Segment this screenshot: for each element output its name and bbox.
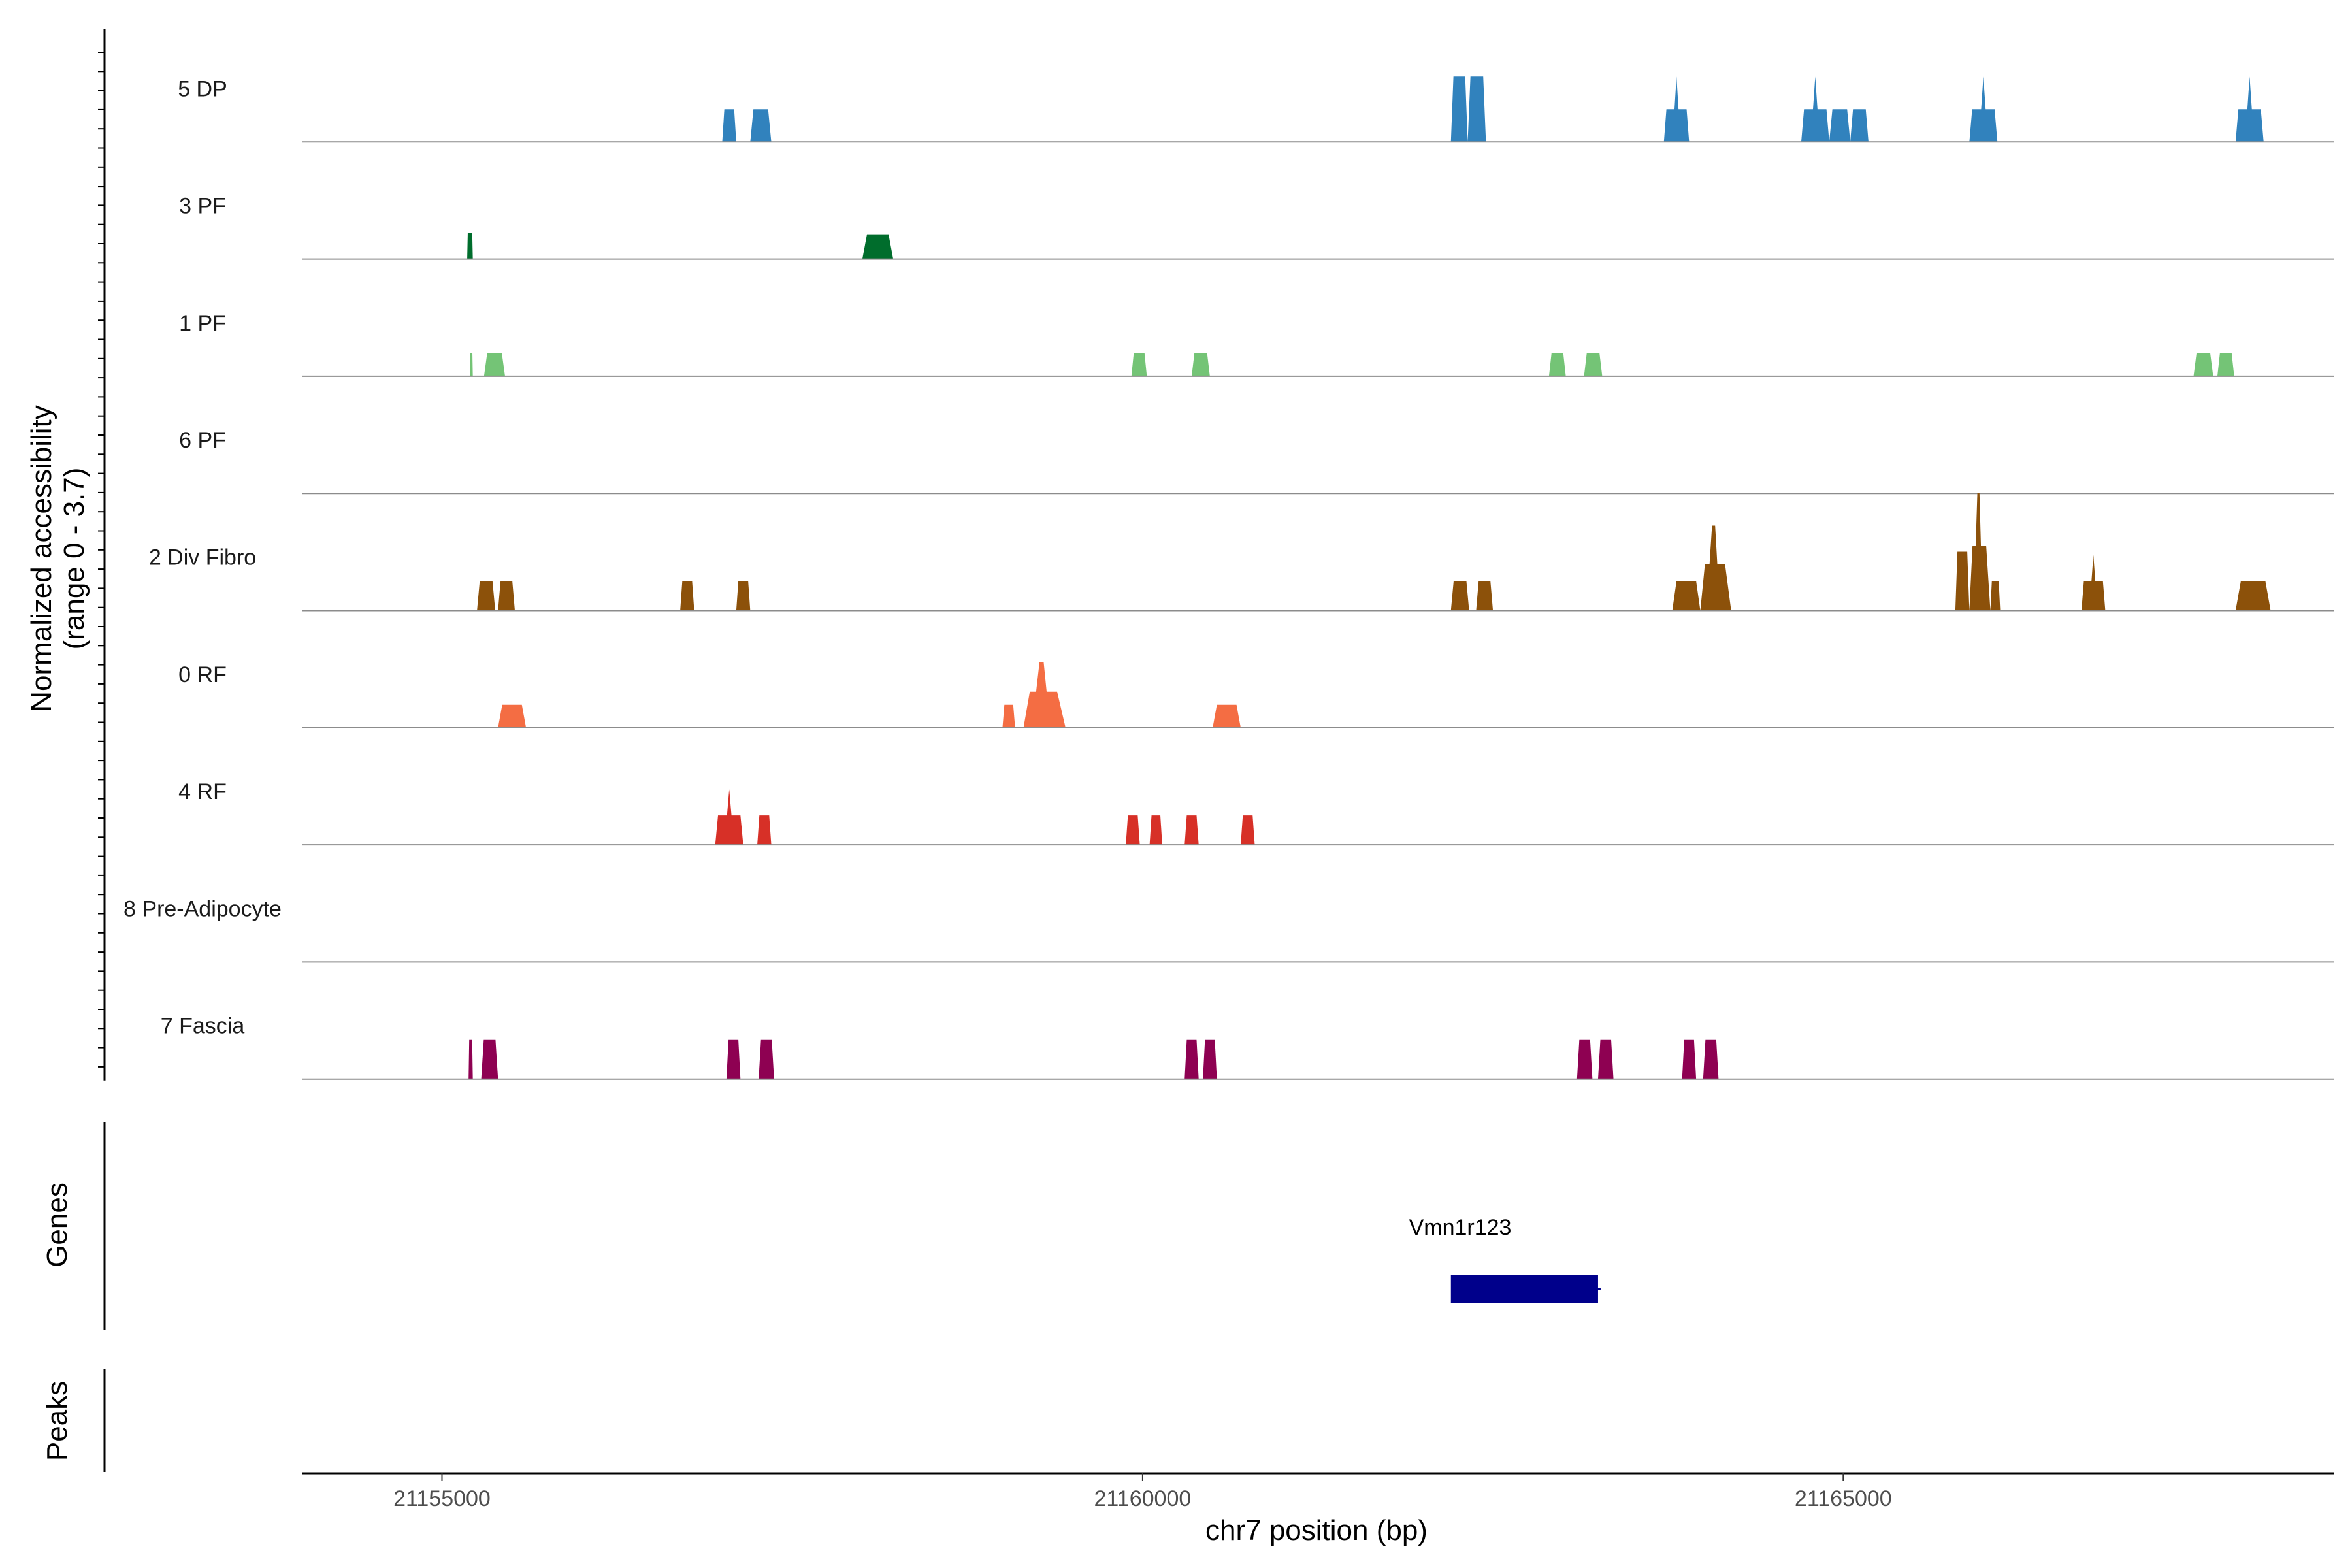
x-tick-label: 21155000 bbox=[393, 1486, 491, 1511]
peak-area bbox=[1467, 76, 1486, 142]
peak-area bbox=[1703, 1039, 1719, 1079]
y-axis-title: Normalized accessibility bbox=[25, 405, 57, 711]
peak-area bbox=[1191, 353, 1210, 376]
y-axis-range: (range 0 - 3.7) bbox=[58, 468, 90, 650]
peak-area bbox=[1241, 815, 1255, 845]
peak-area bbox=[1450, 76, 1468, 142]
track-label: 5 DP bbox=[178, 76, 227, 101]
peak-area bbox=[736, 581, 751, 611]
peak-area bbox=[759, 1039, 774, 1079]
peak-area bbox=[481, 1039, 498, 1079]
peak-area bbox=[715, 789, 743, 845]
peak-area bbox=[1584, 353, 1603, 376]
peak-area bbox=[1450, 581, 1469, 611]
peak-area bbox=[1576, 1039, 1593, 1079]
peak-area bbox=[1969, 76, 1998, 142]
track-label: 4 RF bbox=[178, 779, 227, 804]
track-label: 1 PF bbox=[179, 311, 226, 336]
peak-area bbox=[680, 581, 694, 611]
peak-area bbox=[2217, 353, 2234, 376]
peak-area bbox=[467, 233, 473, 259]
peak-area bbox=[1672, 581, 1701, 611]
peak-area bbox=[1023, 662, 1066, 728]
peak-area bbox=[1969, 493, 1991, 611]
peak-area bbox=[483, 353, 505, 376]
x-axis: 21155000 21160000 21165000 bbox=[302, 1472, 2334, 1511]
peak-area bbox=[1476, 581, 1494, 611]
track-0-rf: 0 RF bbox=[178, 662, 2334, 728]
peak-area bbox=[2235, 76, 2264, 142]
track-label: 0 RF bbox=[178, 662, 227, 687]
peak-area bbox=[1184, 1039, 1199, 1079]
peak-area bbox=[1955, 551, 1970, 611]
peak-area bbox=[1801, 76, 1829, 142]
peak-area bbox=[1829, 109, 1851, 142]
coverage-tracks: 5 DP 3 PF 1 PF 6 PF 2 Div Fibro 0 RF 4 RF 8 Pre… bbox=[123, 76, 2334, 1080]
track-label: 6 PF bbox=[179, 428, 226, 453]
track-2-div-fibro: 2 Div Fibro bbox=[149, 493, 2334, 612]
x-tick-label: 21160000 bbox=[1094, 1486, 1192, 1511]
peak-area bbox=[498, 581, 515, 611]
peak-area bbox=[757, 815, 772, 845]
peak-area bbox=[1548, 353, 1566, 376]
track-label: 2 Div Fibro bbox=[149, 546, 256, 570]
peak-area bbox=[1700, 525, 1731, 611]
peak-area bbox=[470, 353, 473, 376]
track-6-pf: 6 PF bbox=[179, 428, 2334, 495]
peak-area bbox=[726, 1039, 741, 1079]
gene-label: Vmn1r123 bbox=[1409, 1215, 1512, 1240]
peak-area bbox=[498, 704, 527, 728]
left-axis-group bbox=[98, 29, 106, 1472]
track-5-dp: 5 DP bbox=[178, 76, 2334, 143]
peak-area bbox=[1184, 815, 1199, 845]
track-8-pre-adipocyte: 8 Pre-Adipocyte bbox=[123, 896, 2334, 963]
peak-area bbox=[1203, 1039, 1217, 1079]
peaks-panel-title: Peaks bbox=[41, 1381, 73, 1461]
peak-area bbox=[468, 1039, 473, 1079]
peak-area bbox=[1131, 353, 1147, 376]
track-1-pf: 1 PF bbox=[179, 311, 2334, 377]
track-4-rf: 4 RF bbox=[178, 779, 2334, 846]
peak-area bbox=[2193, 353, 2213, 376]
track-7-fascia: 7 Fascia bbox=[161, 1014, 2334, 1080]
peak-area bbox=[750, 109, 772, 142]
track-label: 8 Pre-Adipocyte bbox=[123, 896, 282, 921]
peak-area bbox=[1682, 1039, 1697, 1079]
peak-area bbox=[1126, 815, 1140, 845]
peak-area bbox=[1002, 704, 1015, 728]
peak-area bbox=[2081, 555, 2106, 611]
x-tick-label: 21165000 bbox=[1795, 1486, 1892, 1511]
peak-area bbox=[1597, 1039, 1614, 1079]
peak-area bbox=[862, 234, 894, 259]
track-3-pf: 3 PF bbox=[179, 194, 2334, 260]
peak-area bbox=[477, 581, 495, 611]
peak-area bbox=[1850, 109, 1869, 142]
genes-panel-title: Genes bbox=[41, 1183, 73, 1267]
track-label: 3 PF bbox=[179, 194, 226, 219]
genes-panel bbox=[1450, 1275, 1601, 1303]
peak-area bbox=[1213, 704, 1241, 728]
peak-area bbox=[1990, 581, 2001, 611]
x-axis-title: chr7 position (bp) bbox=[1205, 1514, 1428, 1546]
peak-area bbox=[1149, 815, 1162, 845]
peak-area bbox=[2235, 581, 2271, 611]
peak-area bbox=[1663, 76, 1690, 142]
peak-area bbox=[722, 109, 736, 142]
gene-body bbox=[1450, 1275, 1598, 1303]
track-label: 7 Fascia bbox=[161, 1014, 245, 1039]
